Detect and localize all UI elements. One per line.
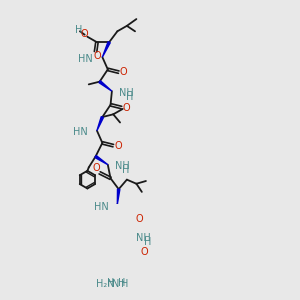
Text: H: H <box>121 279 128 290</box>
Text: HN: HN <box>78 53 93 64</box>
Text: O: O <box>122 103 130 112</box>
Polygon shape <box>117 189 120 204</box>
Text: H: H <box>118 278 126 288</box>
Text: H₂N: H₂N <box>96 279 115 290</box>
Text: O: O <box>92 163 100 173</box>
Text: HN: HN <box>94 202 109 212</box>
Text: H: H <box>75 25 82 35</box>
Polygon shape <box>102 42 110 57</box>
Text: H: H <box>122 165 130 175</box>
Text: NH: NH <box>119 88 134 98</box>
Text: O: O <box>93 52 101 61</box>
Polygon shape <box>99 81 112 91</box>
Polygon shape <box>97 117 104 130</box>
Text: O: O <box>114 141 122 151</box>
Text: N: N <box>112 279 120 290</box>
Polygon shape <box>117 228 130 237</box>
Polygon shape <box>95 155 108 165</box>
Text: NH: NH <box>115 161 129 171</box>
Text: O: O <box>80 29 88 39</box>
Text: H: H <box>144 237 151 247</box>
Text: O: O <box>140 247 148 257</box>
Text: H: H <box>107 278 114 288</box>
Text: HN: HN <box>73 127 87 137</box>
Text: H: H <box>126 92 134 102</box>
Polygon shape <box>117 262 123 278</box>
Text: O: O <box>136 214 144 224</box>
Text: NH: NH <box>136 233 151 243</box>
Text: O: O <box>120 67 127 77</box>
